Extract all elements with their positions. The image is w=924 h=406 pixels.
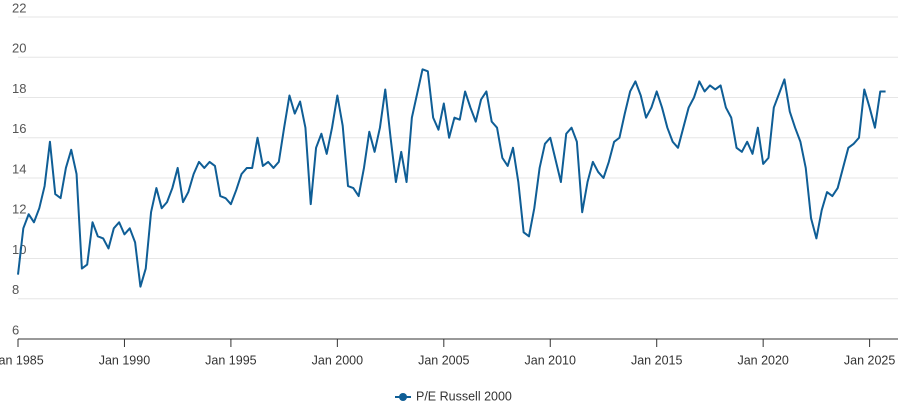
x-tick-label: Jan 1995 [205,353,256,367]
x-tick-label: Jan 1990 [99,353,150,367]
y-tick-label: 16 [12,121,26,136]
x-tick-label: Jan 2000 [312,353,363,367]
x-tick-label: Jan 2005 [418,353,469,367]
y-tick-label: 10 [12,242,26,257]
legend-label: P/E Russell 2000 [416,389,512,403]
x-tick-label: Jan 2020 [737,353,788,367]
legend-marker [399,393,407,401]
series-line [17,68,886,288]
y-tick-label: 14 [12,161,26,176]
x-tick-label: Jan 1985 [0,353,44,367]
y-tick-label: 20 [12,41,26,56]
y-tick-label: 8 [12,282,19,297]
y-tick-label: 12 [12,202,26,217]
y-tick-label: 22 [12,0,26,15]
y-tick-label: 18 [12,81,26,96]
x-tick-label: Jan 2025 [844,353,895,367]
x-tick-label: Jan 2010 [525,353,576,367]
x-tick-label: Jan 2015 [631,353,682,367]
y-tick-label: 6 [12,322,19,337]
legend[interactable]: P/E Russell 2000 [395,389,512,403]
